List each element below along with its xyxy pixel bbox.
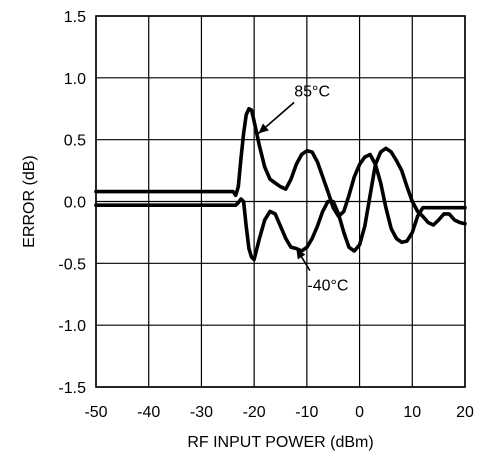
grid [96, 16, 465, 387]
y-tick-label: 0.0 [64, 195, 86, 212]
y-tick-label: 1.5 [64, 9, 86, 26]
x-tick-label: -20 [243, 404, 266, 421]
y-axis-label: ERROR (dB) [21, 155, 38, 247]
x-tick-label: -40 [137, 404, 160, 421]
y-tick-label: -0.5 [58, 256, 86, 273]
y-tick-label: -1.0 [58, 318, 86, 335]
y-tick-label: 0.5 [64, 133, 86, 150]
series-line-1 [96, 148, 465, 259]
annotation-label: 85°C [294, 83, 330, 100]
x-tick-label: -10 [295, 404, 318, 421]
x-tick-label: 20 [456, 404, 474, 421]
x-tick-label: -50 [84, 404, 107, 421]
x-tick-label: 0 [355, 404, 364, 421]
y-tick-label: -1.5 [58, 380, 86, 397]
y-tick-label: 1.0 [64, 71, 86, 88]
x-axis-label: RF INPUT POWER (dBm) [187, 434, 373, 451]
x-tick-label: -30 [190, 404, 213, 421]
series-lines [96, 109, 465, 260]
x-tick-label: 10 [403, 404, 421, 421]
annotation-label: -40°C [307, 278, 348, 295]
